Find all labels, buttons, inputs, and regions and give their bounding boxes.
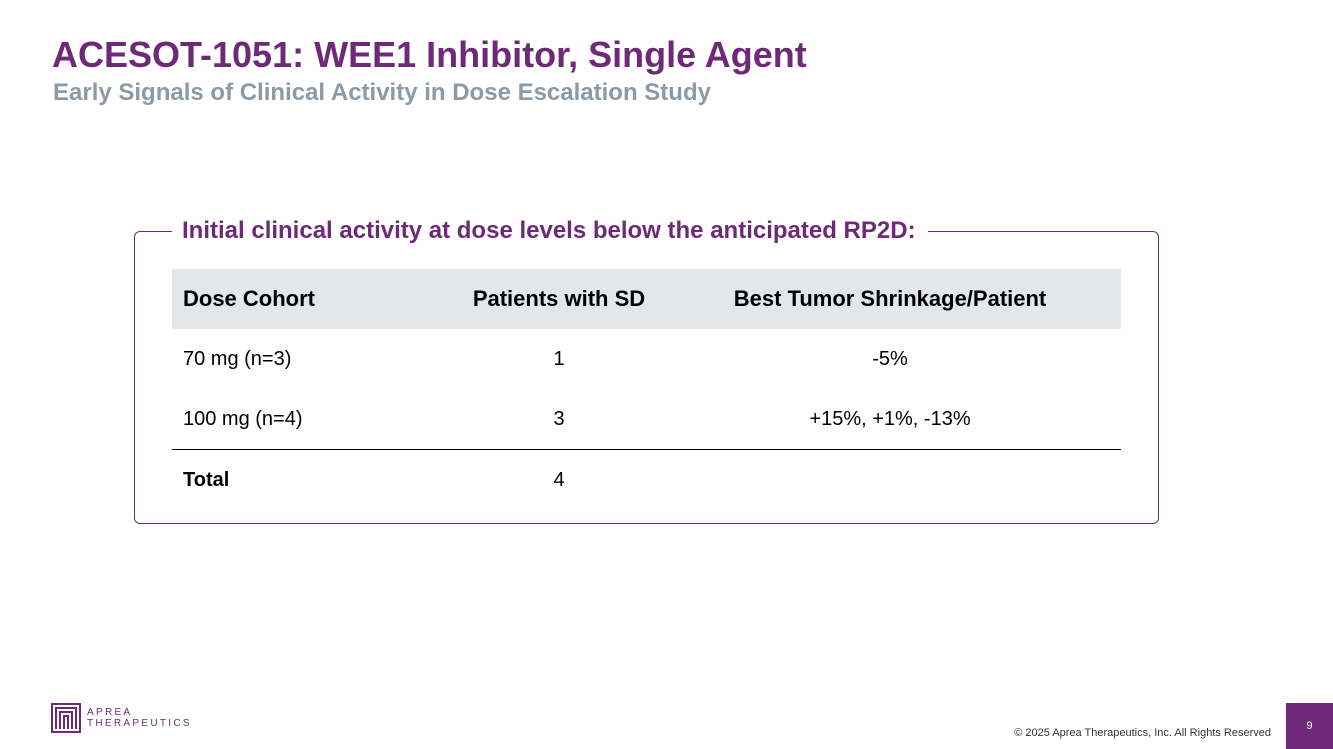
page-number: 9 (1286, 703, 1333, 749)
cell-tumor-shrinkage: +15%, +1%, -13% (809, 407, 971, 430)
table-total-row: Total 4 (172, 449, 1121, 510)
logo-wordmark: APREA THERAPEUTICS (87, 707, 192, 729)
column-header-patients-sd: Patients with SD (459, 269, 659, 329)
table-row: 100 mg (n=4) 3 +15%, +1%, -13% (172, 389, 1121, 450)
cell-patients-sd: 1 (553, 347, 565, 370)
cell-total-shrinkage (659, 449, 1121, 510)
slide-subtitle: Early Signals of Clinical Activity in Do… (53, 79, 711, 106)
slide-title: ACESOT-1051: WEE1 Inhibitor, Single Agen… (52, 34, 807, 75)
cell-tumor-shrinkage: -5% (872, 347, 908, 370)
cohort-table: Dose Cohort Patients with SD Best Tumor … (172, 269, 1121, 510)
column-header-tumor-shrinkage: Best Tumor Shrinkage/Patient (659, 269, 1121, 329)
cell-dose-cohort: 100 mg (n=4) (183, 407, 303, 430)
activity-panel: Initial clinical activity at dose levels… (134, 217, 1159, 524)
cell-dose-cohort: 70 mg (n=3) (183, 347, 292, 370)
cell-total-patients-sd: 4 (459, 449, 659, 510)
panel-heading: Initial clinical activity at dose levels… (172, 217, 928, 245)
cell-patients-sd: 3 (553, 407, 565, 430)
aprea-logo-icon (51, 703, 81, 733)
column-header-dose-cohort: Dose Cohort (172, 269, 459, 329)
company-logo: APREA THERAPEUTICS (51, 703, 192, 733)
logo-line-2: THERAPEUTICS (87, 718, 192, 729)
cell-total-label: Total (172, 449, 459, 510)
table-header-row: Dose Cohort Patients with SD Best Tumor … (172, 269, 1121, 329)
logo-line-1: APREA (87, 707, 133, 718)
copyright-notice: © 2025 Aprea Therapeutics, Inc. All Righ… (1014, 727, 1271, 739)
table-row: 70 mg (n=3) 1 -5% (172, 329, 1121, 389)
